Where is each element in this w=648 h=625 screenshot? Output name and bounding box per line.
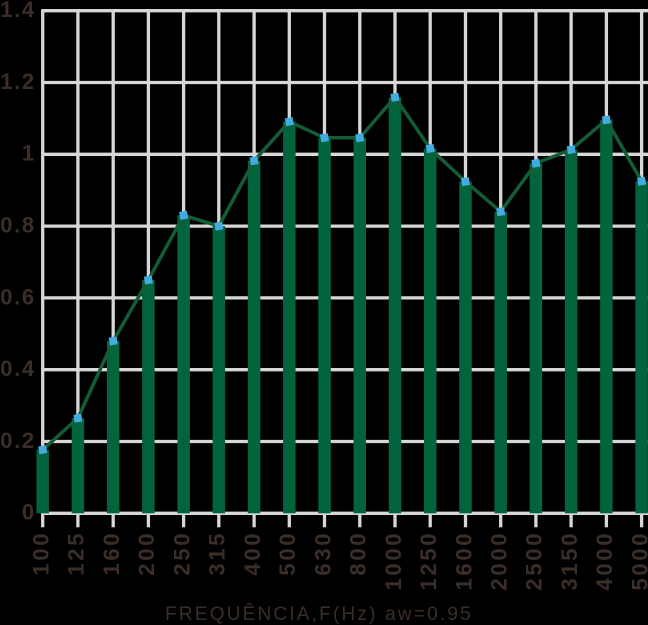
svg-text:0: 0: [22, 500, 36, 525]
svg-text:200: 200: [134, 531, 159, 576]
svg-text:315: 315: [205, 531, 230, 576]
svg-text:0.2: 0.2: [0, 428, 35, 453]
svg-text:500: 500: [275, 531, 300, 576]
svg-text:1.2: 1.2: [0, 69, 35, 94]
svg-text:160: 160: [99, 531, 124, 576]
svg-text:3150: 3150: [557, 531, 582, 591]
svg-text:250: 250: [169, 531, 194, 576]
svg-text:FREQUÊNCIA,F(Hz) aw=0.95: FREQUÊNCIA,F(Hz) aw=0.95: [165, 603, 473, 625]
svg-text:1.4: 1.4: [0, 0, 35, 22]
svg-text:0.4: 0.4: [0, 356, 35, 381]
svg-text:2000: 2000: [487, 531, 512, 591]
svg-text:1: 1: [22, 141, 36, 166]
svg-text:100: 100: [29, 531, 54, 576]
svg-text:400: 400: [240, 531, 265, 576]
svg-text:0.8: 0.8: [0, 213, 35, 238]
svg-text:1250: 1250: [416, 531, 441, 591]
svg-text:5000: 5000: [627, 531, 648, 591]
svg-text:800: 800: [346, 531, 371, 576]
svg-text:4000: 4000: [592, 531, 617, 591]
svg-text:125: 125: [64, 531, 89, 576]
svg-text:2500: 2500: [522, 531, 547, 591]
svg-text:1000: 1000: [381, 531, 406, 591]
svg-text:0.6: 0.6: [0, 284, 35, 309]
svg-text:630: 630: [310, 531, 335, 576]
svg-text:1600: 1600: [451, 531, 476, 591]
